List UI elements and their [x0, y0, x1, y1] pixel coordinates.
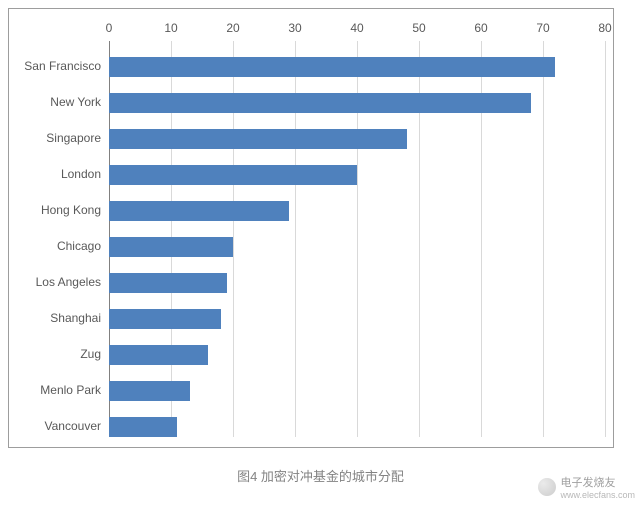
category-label: San Francisco — [24, 59, 101, 73]
bar — [109, 129, 407, 149]
x-axis-label: 80 — [595, 21, 615, 35]
category-label: Singapore — [46, 131, 101, 145]
category-label: Shanghai — [50, 311, 101, 325]
bar — [109, 273, 227, 293]
category-label: New York — [50, 95, 101, 109]
gridline — [605, 41, 606, 437]
bar — [109, 345, 208, 365]
x-axis-label: 70 — [533, 21, 553, 35]
gridline — [543, 41, 544, 437]
x-axis-label: 40 — [347, 21, 367, 35]
watermark-icon — [538, 478, 556, 496]
x-axis-label: 10 — [161, 21, 181, 35]
plot-area — [109, 41, 605, 437]
watermark-text-1: 电子发烧友 — [560, 474, 635, 490]
x-axis-label: 0 — [99, 21, 119, 35]
x-axis-label: 20 — [223, 21, 243, 35]
bar — [109, 165, 357, 185]
bar — [109, 57, 555, 77]
bar — [109, 381, 190, 401]
watermark-text-2: www.elecfans.com — [560, 490, 635, 500]
bar — [109, 237, 233, 257]
bar — [109, 417, 177, 437]
chart-container: 0 10 20 30 40 50 60 70 80 San Francisco New York Si… — [8, 8, 614, 448]
x-axis-label: 50 — [409, 21, 429, 35]
category-label: Hong Kong — [41, 203, 101, 217]
category-label: Los Angeles — [36, 275, 101, 289]
bar — [109, 93, 531, 113]
watermark: 电子发烧友 www.elecfans.com — [538, 474, 635, 500]
bar — [109, 201, 289, 221]
x-axis-label: 30 — [285, 21, 305, 35]
category-label: Zug — [80, 347, 101, 361]
category-label: Chicago — [57, 239, 101, 253]
category-label: Vancouver — [45, 419, 101, 433]
bar — [109, 309, 221, 329]
category-label: London — [61, 167, 101, 181]
x-axis-label: 60 — [471, 21, 491, 35]
category-label: Menlo Park — [40, 383, 101, 397]
